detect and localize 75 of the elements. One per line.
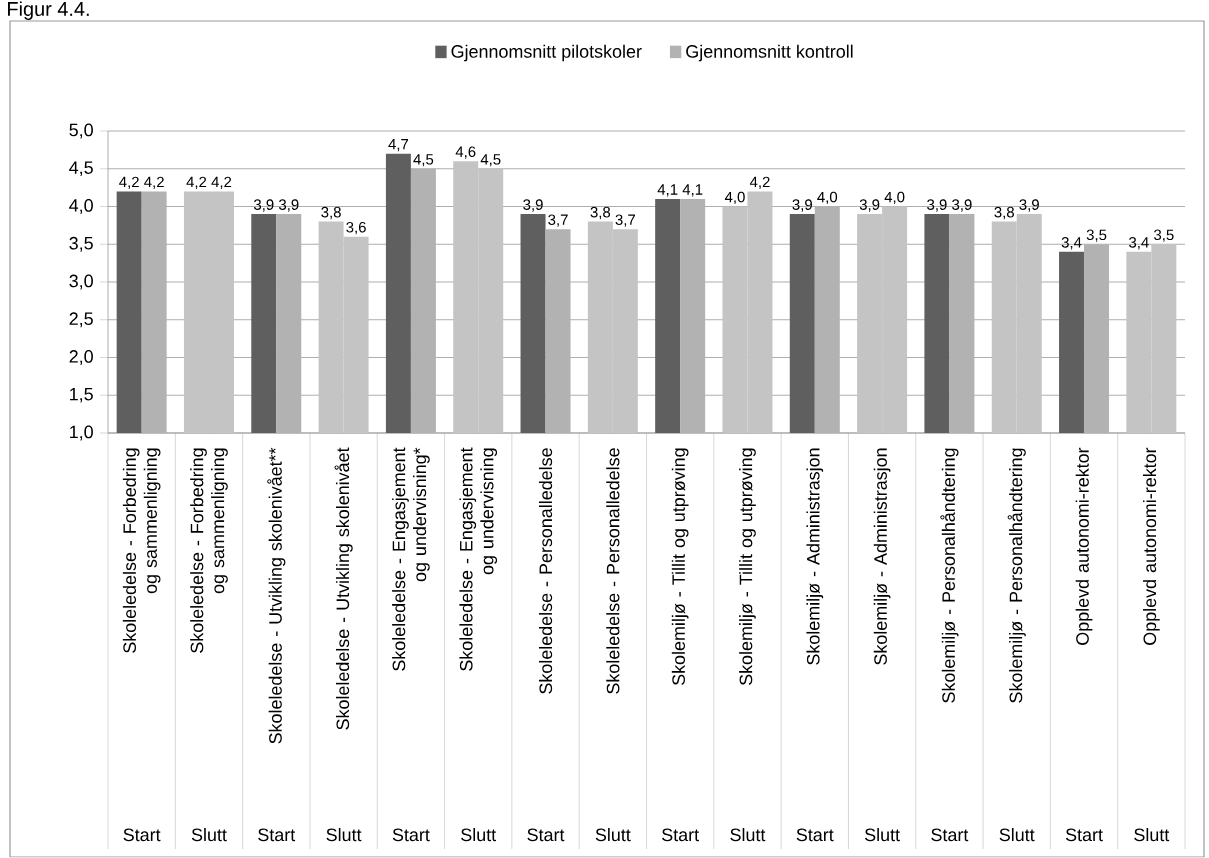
y-tick-label: 3,0 bbox=[69, 274, 93, 290]
x-tick-label: Skolemiljø - Administrasjon bbox=[873, 448, 891, 665]
data-label: 3,8 bbox=[321, 207, 341, 220]
data-label: 4,2 bbox=[119, 176, 139, 190]
data-label: 3,6 bbox=[346, 222, 366, 235]
data-label: 3,7 bbox=[615, 214, 635, 227]
data-label: 3,8 bbox=[590, 207, 611, 220]
data-label: 4,0 bbox=[817, 191, 838, 205]
y-tick-label: 4,0 bbox=[69, 199, 93, 215]
text: Slutt bbox=[326, 828, 362, 842]
legend-label: Gjennomsnitt kontroll bbox=[686, 44, 853, 62]
text: Slutt bbox=[595, 828, 631, 842]
x-tick-label: Opplevd autonomi-rektor bbox=[1142, 447, 1160, 646]
legend-label: Gjennomsnitt pilotskoler bbox=[451, 44, 642, 62]
x-tick-label: Skoleledelse - Utvikling skolenivået** bbox=[267, 447, 286, 744]
x-tick-label: Skolemiljø - Personalhåndtering bbox=[1007, 448, 1026, 703]
text: Start bbox=[392, 828, 430, 842]
x-tick-label: Skoleledelse - Engasjement og undervisning* bbox=[392, 447, 430, 672]
data-label: 4,2 bbox=[749, 176, 770, 190]
x-tick-label: Skolemiljø - Tillit og utprøving bbox=[739, 448, 756, 686]
data-label: 4,1 bbox=[682, 184, 703, 197]
data-label: 4,6 bbox=[455, 146, 476, 160]
x-tick-label: Skoleledelse - Personalledelse bbox=[606, 448, 620, 694]
data-label: 4,0 bbox=[884, 191, 905, 205]
x-tick-label: Skoleledelse - Forbedring og sammenligning bbox=[122, 448, 161, 654]
text: Slutt bbox=[864, 828, 900, 842]
data-label: 3,5 bbox=[1154, 229, 1174, 243]
x-tick-label: Skoleledelse - Personalledelse bbox=[538, 448, 553, 694]
x-tick-label: Skoleledelse - Utvikling skolenivået bbox=[334, 447, 353, 730]
x-tick-label: Skolemiljø - Personalhåndtering bbox=[940, 448, 959, 703]
text: Start bbox=[931, 828, 969, 842]
data-label: 3,9 bbox=[927, 199, 947, 212]
y-tick-label: 4,5 bbox=[69, 161, 93, 177]
x-tick-label: Opplevd autonomi-rektor bbox=[1075, 447, 1093, 646]
data-label: 3,8 bbox=[994, 207, 1014, 220]
text: Start bbox=[662, 828, 699, 842]
text: Slutt bbox=[999, 828, 1035, 842]
text: Slutt bbox=[1134, 828, 1170, 842]
y-tick-label: 3,5 bbox=[69, 237, 93, 252]
data-label: 3,9 bbox=[792, 199, 812, 212]
text: Slutt bbox=[191, 828, 227, 842]
text: Slutt bbox=[461, 828, 497, 842]
data-label: 4,5 bbox=[480, 154, 501, 167]
y-tick-label: 2,5 bbox=[69, 312, 93, 328]
x-tick-label: Skolemiljø - Administrasjon bbox=[806, 448, 824, 665]
y-tick-label: 1,0 bbox=[70, 425, 93, 441]
x-tick-label: Skoleledelse - Engasjement og undervisning bbox=[459, 447, 498, 672]
text: Start bbox=[527, 828, 565, 842]
data-label: 3,9 bbox=[952, 199, 972, 212]
x-tick-label: Skolemiljø - Tillit og utprøving bbox=[671, 448, 689, 686]
text: Start bbox=[123, 828, 161, 842]
data-label: 4,2 bbox=[211, 176, 232, 190]
text: Start bbox=[258, 828, 296, 842]
data-label: 4,2 bbox=[186, 176, 207, 190]
data-label: 3,5 bbox=[1086, 229, 1107, 243]
data-label: 4,5 bbox=[413, 154, 434, 167]
data-label: 3,9 bbox=[253, 199, 274, 212]
data-label: 4,1 bbox=[657, 184, 678, 197]
data-label: 4,2 bbox=[144, 176, 164, 190]
data-label: 3,7 bbox=[548, 214, 568, 227]
y-tick-label: 1,5 bbox=[70, 388, 93, 403]
chart-title: Figur 4.4. bbox=[8, 1, 89, 21]
text: Start bbox=[1065, 828, 1103, 842]
data-label: 3,9 bbox=[1019, 199, 1039, 212]
text: Start bbox=[796, 828, 834, 842]
text: Slutt bbox=[730, 828, 766, 842]
data-label: 4,0 bbox=[724, 191, 745, 205]
data-label: 3,4 bbox=[1129, 237, 1149, 250]
data-label: 3,9 bbox=[278, 199, 299, 212]
y-tick-label: 2,0 bbox=[69, 350, 93, 366]
data-label: 3,4 bbox=[1061, 237, 1082, 250]
y-tick-label: 5,0 bbox=[69, 123, 93, 139]
data-label: 3,9 bbox=[523, 199, 543, 212]
data-label: 3,9 bbox=[859, 199, 880, 212]
data-label: 4,7 bbox=[388, 139, 409, 152]
